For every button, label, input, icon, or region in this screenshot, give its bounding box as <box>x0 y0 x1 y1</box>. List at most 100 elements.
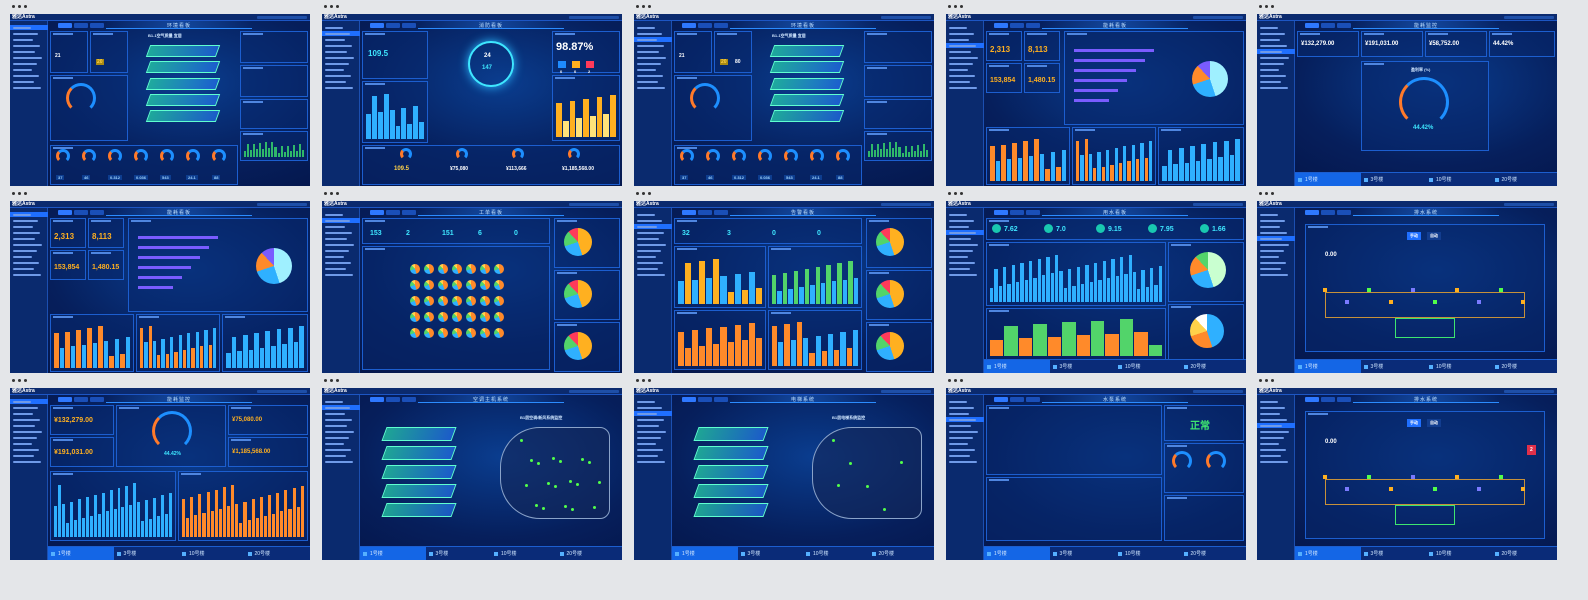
sidebar-item[interactable] <box>13 39 33 41</box>
sidebar-item[interactable] <box>949 413 969 415</box>
building-tab[interactable]: 10号楼 <box>1426 173 1492 186</box>
top-tab[interactable] <box>682 23 696 28</box>
sidebar-item[interactable] <box>637 51 659 53</box>
top-tabs[interactable] <box>682 389 730 402</box>
sidebar-item[interactable] <box>637 244 666 246</box>
sidebar-item[interactable] <box>1260 232 1287 234</box>
sidebar-item[interactable] <box>325 250 349 252</box>
top-tab[interactable] <box>74 210 88 215</box>
sidebar-item[interactable] <box>637 443 656 445</box>
top-tab[interactable] <box>370 23 384 28</box>
building-tab[interactable]: 10号楼 <box>1115 360 1181 373</box>
sidebar-item[interactable] <box>325 431 354 433</box>
sidebar-item[interactable] <box>637 455 658 457</box>
sidebar-item[interactable] <box>1260 443 1279 445</box>
device-marker[interactable] <box>547 482 550 485</box>
sidebar-item[interactable] <box>325 232 352 234</box>
sidebar-item[interactable] <box>949 226 969 228</box>
building-tab[interactable]: 3号楼 <box>1050 547 1116 560</box>
sidebar-item[interactable] <box>637 401 655 403</box>
sidebar-item[interactable] <box>637 419 664 421</box>
sidebar-item[interactable] <box>325 407 350 409</box>
sidebar-item[interactable] <box>1260 437 1284 439</box>
sidebar-item[interactable] <box>13 81 34 83</box>
device-marker[interactable] <box>564 505 567 508</box>
building-tab[interactable]: 20号楼 <box>245 547 311 560</box>
building-tab[interactable]: 1号楼 <box>360 547 426 560</box>
top-tabs[interactable] <box>370 389 418 402</box>
building-tab[interactable]: 20号楼 <box>1181 547 1247 560</box>
top-tab[interactable] <box>402 23 416 28</box>
building-tab[interactable]: 3号楼 <box>426 547 492 560</box>
building-tab[interactable]: 1号楼 <box>984 360 1050 373</box>
top-tab[interactable] <box>402 210 416 215</box>
mode-button[interactable]: 自动 <box>1427 232 1441 240</box>
top-tab[interactable] <box>994 210 1008 215</box>
sidebar-item[interactable] <box>637 274 665 276</box>
building-tab[interactable]: 1号楼 <box>1295 547 1361 560</box>
top-tab[interactable] <box>1010 23 1024 28</box>
top-tab[interactable] <box>386 210 400 215</box>
top-tab[interactable] <box>402 397 416 402</box>
sidebar-item[interactable] <box>1260 407 1285 409</box>
sidebar-item[interactable] <box>1260 431 1289 433</box>
top-tab[interactable] <box>58 210 72 215</box>
sidebar-item[interactable] <box>13 51 35 53</box>
sidebar-item[interactable] <box>1260 268 1281 270</box>
sidebar-item[interactable] <box>1260 419 1287 421</box>
sidebar-item[interactable] <box>949 250 973 252</box>
sidebar-item[interactable] <box>1260 226 1280 228</box>
sidebar-item[interactable] <box>325 425 347 427</box>
sidebar-item[interactable] <box>637 449 663 451</box>
top-tab[interactable] <box>1305 397 1319 402</box>
sidebar-item[interactable] <box>1260 401 1278 403</box>
sidebar-item[interactable] <box>13 256 32 258</box>
sidebar-item[interactable] <box>325 45 352 47</box>
sidebar-item[interactable] <box>637 220 662 222</box>
sidebar-item[interactable] <box>325 220 350 222</box>
top-tab[interactable] <box>1321 397 1335 402</box>
sidebar-item[interactable] <box>949 455 970 457</box>
sidebar-item[interactable] <box>325 87 353 89</box>
sidebar-item[interactable] <box>949 401 967 403</box>
top-tab[interactable] <box>1337 397 1351 402</box>
top-tabs[interactable] <box>994 15 1042 28</box>
sidebar-item[interactable] <box>13 87 41 89</box>
sidebar-item[interactable] <box>637 75 663 77</box>
device-marker[interactable] <box>559 460 562 463</box>
top-tab[interactable] <box>682 210 696 215</box>
sidebar-item[interactable] <box>13 45 40 47</box>
sidebar-item[interactable] <box>13 443 32 445</box>
top-tab[interactable] <box>1010 210 1024 215</box>
building-tab[interactable]: 10号楼 <box>179 547 245 560</box>
sidebar-item[interactable] <box>949 87 977 89</box>
top-tab[interactable] <box>994 23 1008 28</box>
sidebar-item[interactable] <box>13 250 37 252</box>
top-tab[interactable] <box>1305 23 1319 28</box>
top-tab[interactable] <box>714 210 728 215</box>
top-tab[interactable] <box>682 397 696 402</box>
device-marker[interactable] <box>883 508 886 511</box>
sidebar-item[interactable] <box>949 33 974 35</box>
sidebar-item[interactable] <box>949 461 977 463</box>
sidebar-item[interactable] <box>949 425 971 427</box>
building-tab[interactable]: 3号楼 <box>1361 173 1427 186</box>
top-tab[interactable] <box>1010 397 1024 402</box>
sidebar-item[interactable] <box>1260 413 1280 415</box>
top-tabs[interactable] <box>370 202 418 215</box>
sidebar-item[interactable] <box>1260 51 1282 53</box>
sidebar-item[interactable] <box>949 57 978 59</box>
sidebar-item[interactable] <box>637 413 657 415</box>
sidebar-item[interactable] <box>949 238 971 240</box>
building-tab[interactable]: 1号楼 <box>1295 173 1361 186</box>
sidebar-item[interactable] <box>13 220 38 222</box>
sidebar-item[interactable] <box>13 63 37 65</box>
sidebar-item[interactable] <box>637 256 656 258</box>
sidebar-item[interactable] <box>949 256 968 258</box>
top-tab[interactable] <box>1337 23 1351 28</box>
device-marker[interactable] <box>535 504 538 507</box>
mode-button[interactable]: 手动 <box>1407 419 1421 427</box>
top-tabs[interactable] <box>994 389 1042 402</box>
sidebar-item[interactable] <box>1260 214 1278 216</box>
sidebar-item[interactable] <box>1260 461 1288 463</box>
